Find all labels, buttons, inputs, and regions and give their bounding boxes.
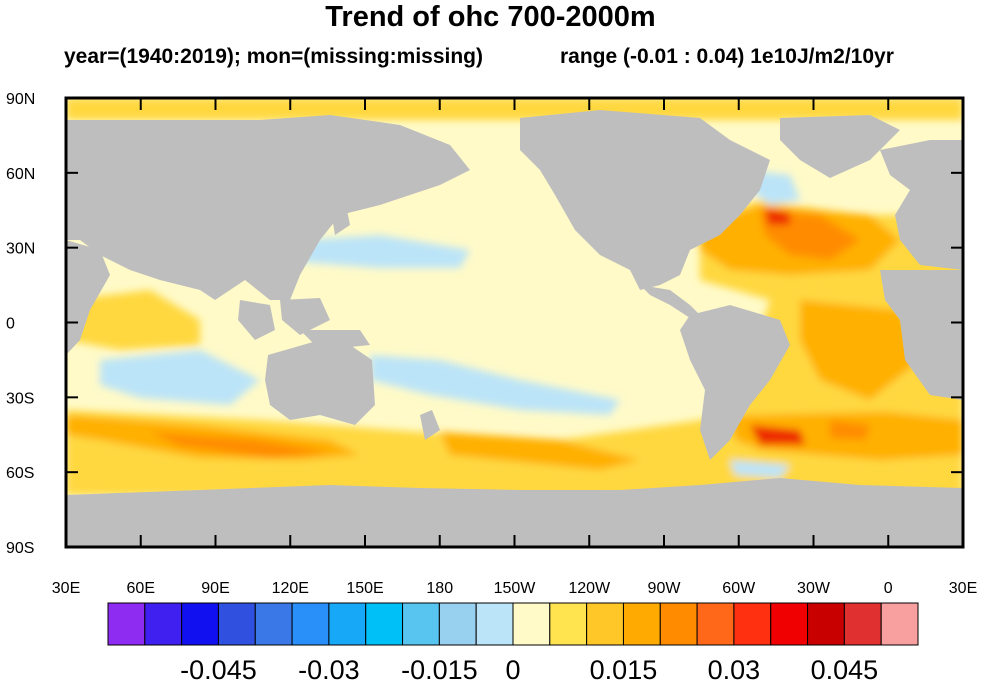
- colorbar-swatch: [586, 602, 624, 646]
- colorbar-swatch: [843, 602, 882, 646]
- colorbar-swatch: [696, 602, 735, 646]
- colorbar-label: -0.03: [298, 655, 360, 681]
- colorbar-swatch: [144, 602, 183, 646]
- subtitle-range-units: range (-0.01 : 0.04) 1e10J/m2/10yr: [560, 45, 894, 68]
- longitude-label: 60W: [722, 580, 756, 597]
- latitude-label: 60S: [6, 465, 34, 482]
- longitude-label: 30E: [949, 580, 977, 597]
- colorbar-label: 0.045: [811, 655, 879, 681]
- longitude-label: 90E: [201, 580, 229, 597]
- longitude-label: 90W: [648, 580, 682, 597]
- longitude-label: 150E: [346, 580, 383, 597]
- map-title: Trend of ohc 700-2000m: [325, 1, 656, 33]
- latitude-label: 90N: [6, 91, 35, 108]
- latitude-label: 0: [6, 316, 15, 333]
- colorbar-swatch: [328, 602, 367, 646]
- colorbar-swatch: [880, 602, 919, 646]
- colorbar-swatch: [438, 602, 477, 646]
- colorbar-swatch: [402, 602, 440, 646]
- colorbar-label: 0.03: [708, 655, 761, 681]
- colorbar-swatch: [622, 602, 661, 646]
- colorbar-swatch: [475, 602, 514, 646]
- longitude-label: 30E: [52, 580, 80, 597]
- map-plot-area: [66, 98, 963, 547]
- colorbar-swatch: [365, 602, 404, 646]
- longitude-axis: 30E 60E 90E 120E 150E 180 150W 120W 90W 60W 30W 0 30…: [52, 98, 977, 597]
- colorbar-swatch: [659, 602, 698, 646]
- colorbar: -0.045 -0.03 -0.015 0 0.015 0.03 0.045: [107, 602, 919, 681]
- longitude-label: 120W: [568, 580, 611, 597]
- latitude-label: 60N: [6, 166, 35, 183]
- longitude-label: 150W: [494, 580, 537, 597]
- colorbar-swatch: [807, 602, 845, 646]
- colorbar-swatch: [291, 602, 330, 646]
- colorbar-swatch: [181, 602, 219, 646]
- subtitle-period: year=(1940:2019); mon=(missing:missing): [64, 45, 483, 68]
- latitude-label: 30S: [6, 390, 34, 407]
- colorbar-label: -0.045: [180, 655, 257, 681]
- colorbar-swatch: [733, 602, 772, 646]
- longitude-label: 30W: [797, 580, 831, 597]
- longitude-label: 120E: [272, 580, 309, 597]
- longitude-label: 60E: [127, 580, 155, 597]
- land-mask: [66, 110, 963, 547]
- longitude-label: 180: [426, 580, 453, 597]
- latitude-label: 30N: [6, 241, 35, 258]
- colorbar-label: 0: [505, 655, 520, 681]
- colorbar-swatch: [217, 602, 256, 646]
- colorbar-swatch: [254, 602, 293, 646]
- colorbar-label: -0.015: [401, 655, 478, 681]
- longitude-label: 0: [884, 580, 893, 597]
- colorbar-label: 0.015: [590, 655, 658, 681]
- latitude-label: 90S: [6, 540, 34, 557]
- latitude-axis: 90N 60N 30N 0 30S 60S 90S: [6, 91, 963, 557]
- colorbar-swatch: [770, 602, 809, 646]
- colorbar-swatch: [512, 602, 551, 646]
- colorbar-swatch: [107, 602, 146, 646]
- colorbar-swatch: [549, 602, 588, 646]
